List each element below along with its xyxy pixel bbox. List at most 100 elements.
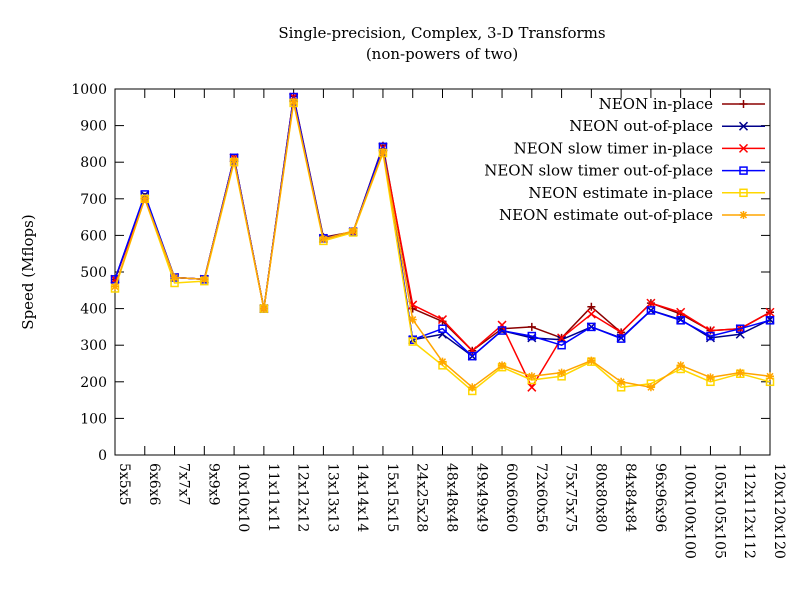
data-point [527,331,537,341]
x-tick-label: 24x25x28 [414,463,430,532]
data-point [646,383,655,392]
data-point [706,373,715,382]
y-tick-label: 100 [80,411,107,427]
x-tick-label: 10x10x10 [235,463,251,532]
legend: NEON in-place NEON out-of-place NEON slow … [484,95,765,224]
x-tick-label: 105x105x105 [711,463,727,559]
legend-marker [739,211,748,219]
y-tick-label: 1000 [71,82,107,98]
data-point [706,331,715,341]
data-point [766,372,774,381]
data-point [408,337,417,346]
data-point [438,324,447,333]
y-tick-label: 700 [80,192,107,208]
data-point [676,316,685,325]
y-tick-label: 800 [80,155,107,171]
y-axis: 0 100 200 300 400 500 600 700 800 900 1000 [71,82,770,464]
data-point [378,147,387,156]
data-point [497,326,507,335]
data-point [676,307,686,317]
data-point [438,357,447,366]
x-tick-label: 80x80x80 [592,463,608,532]
data-point [527,372,536,381]
data-point [765,307,775,317]
series-5 [111,97,774,392]
data-point [349,227,358,236]
data-point [319,235,328,244]
data-point [468,383,477,392]
y-tick-label: 300 [80,338,107,354]
data-point [735,324,745,333]
x-tick-label: 12x12x12 [295,463,311,532]
y-tick-label: 900 [80,119,107,135]
chart-title: Single-precision, Complex, 3-D Transform… [278,24,605,42]
x-tick-label: 15x15x15 [384,463,400,532]
x-tick-label: 72x60x56 [533,463,549,532]
data-point [289,97,298,106]
legend-label: NEON slow timer in-place [514,139,714,157]
data-point [111,282,119,291]
legend-marker [739,100,748,108]
data-point [437,315,448,325]
x-tick-label: 7x7x7 [176,463,192,506]
data-point [586,309,596,319]
data-point [736,368,745,377]
data-point [498,361,507,370]
x-tick-label: 5x5x5 [116,463,132,506]
data-point [617,377,626,386]
x-tick-label: 84x84x84 [622,463,638,532]
data-point [587,302,596,311]
legend-marker [738,143,749,153]
legend-label: NEON slow timer out-of-place [484,162,713,180]
data-point [587,322,596,332]
y-tick-label: 0 [98,448,107,464]
y-tick-label: 400 [80,302,107,318]
y-tick-label: 500 [80,265,107,281]
chart-subtitle: (non-powers of two) [366,45,518,63]
legend-label: NEON estimate in-place [528,184,713,202]
y-tick-label: 600 [80,228,107,244]
legend-marker [739,188,748,198]
x-tick-label: 100x100x100 [682,463,698,559]
y-axis-label: Speed (Mflops) [19,214,37,329]
data-point [765,316,775,325]
series-line [114,96,771,357]
data-point [230,156,239,165]
data-point [200,275,209,284]
data-point [259,304,268,313]
x-tick-label: 49x49x49 [473,463,489,532]
x-axis: 5x5x5 6x6x6 7x7x7 9x9x9 10x10x10 11x11x11 12x1… [114,89,787,559]
x-tick-label: 75x75x75 [563,463,579,532]
series-layer [110,92,775,396]
data-point [527,382,537,392]
x-tick-label: 6x6x6 [146,463,162,506]
legend-label: NEON in-place [599,95,714,113]
data-point [646,306,656,315]
data-point [646,298,656,308]
y-tick-label: 200 [80,375,107,391]
x-tick-label: 13x13x13 [324,463,340,532]
x-tick-label: 112x112x112 [741,463,757,559]
data-point [616,334,626,343]
series-2 [110,92,775,392]
data-point [408,315,417,324]
x-tick-label: 48x48x48 [444,463,460,532]
x-tick-label: 11x11x11 [265,463,281,532]
data-point [557,368,566,377]
legend-marker [738,121,749,131]
data-point [468,351,477,361]
legend-label: NEON estimate out-of-place [499,206,713,224]
data-point [170,273,179,282]
x-tick-label: 60x60x60 [503,463,519,532]
x-tick-label: 14x14x14 [354,463,370,532]
data-point [527,322,536,331]
x-tick-label: 9x9x9 [205,463,221,506]
data-point [676,361,685,370]
x-tick-label: 96x96x96 [652,463,668,532]
legend-label: NEON out-of-place [569,117,713,135]
data-point [557,333,567,343]
data-point [140,194,149,203]
data-point [557,340,566,350]
legend-marker [739,166,748,175]
